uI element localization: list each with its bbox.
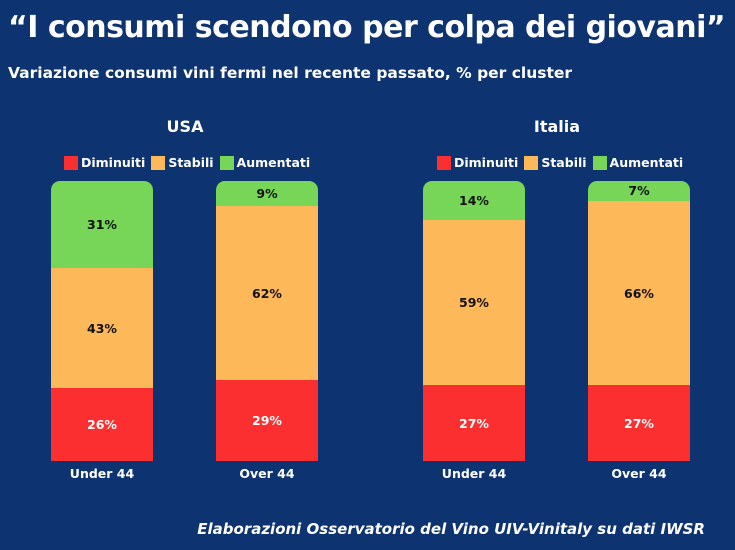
data-label: 9% xyxy=(256,186,278,202)
legend-swatch-stabili xyxy=(524,155,539,170)
chart-title: “I consumi scendono per colpa dei giovan… xyxy=(8,10,726,45)
legend-label: Stabili xyxy=(541,155,587,170)
data-label: 31% xyxy=(87,216,117,232)
data-label: 14% xyxy=(459,193,489,209)
bar-segment-stabili: 66% xyxy=(588,200,690,386)
legend-label: Aumentati xyxy=(236,155,311,170)
legend-item-aumentati: Aumentati xyxy=(592,155,684,170)
data-label: 43% xyxy=(87,320,117,336)
legend-item-stabili: Stabili xyxy=(151,155,214,170)
bar-segment-diminuiti: 29% xyxy=(216,379,318,461)
x-tick-label: Under 44 xyxy=(69,466,135,481)
bar-segment-aumentati: 7% xyxy=(588,181,690,201)
legend-swatch-aumentati xyxy=(592,155,607,170)
bar-segment-aumentati: 14% xyxy=(423,181,525,221)
panel-title-italia: Italia xyxy=(533,117,581,136)
legend-label: Stabili xyxy=(168,155,214,170)
legend-label: Aumentati xyxy=(609,155,684,170)
data-label: 27% xyxy=(459,415,489,431)
chart-subtitle: Variazione consumi vini fermi nel recent… xyxy=(8,64,573,82)
legend-swatch-diminuiti xyxy=(437,155,451,170)
bar-segment-diminuiti: 27% xyxy=(423,385,525,461)
data-label: 66% xyxy=(624,285,654,301)
legend-label: Diminuiti xyxy=(454,155,519,170)
bar-usa-over-44: 29% 62% 9% xyxy=(216,181,318,461)
legend-item-diminuiti: Diminuiti xyxy=(64,155,145,170)
data-label: 26% xyxy=(87,417,117,433)
legend-item-diminuiti: Diminuiti xyxy=(437,155,518,170)
legend-italia: Diminuiti Stabili Aumentati xyxy=(437,155,689,170)
data-label: 29% xyxy=(252,412,282,428)
bar-italia-under-44: 27% 59% 14% xyxy=(423,181,525,461)
legend-usa: Diminuiti Stabili Aumentati xyxy=(64,155,316,170)
legend-swatch-diminuiti xyxy=(64,155,78,170)
legend-item-stabili: Stabili xyxy=(524,155,587,170)
bar-segment-diminuiti: 26% xyxy=(51,388,153,461)
bar-segment-stabili: 59% xyxy=(423,220,525,386)
data-label: 62% xyxy=(252,285,282,301)
x-tick-label: Under 44 xyxy=(441,466,507,481)
data-label: 59% xyxy=(459,295,489,311)
x-tick-label: Over 44 xyxy=(611,466,667,481)
legend-swatch-aumentati xyxy=(219,155,234,170)
legend-item-aumentati: Aumentati xyxy=(219,155,311,170)
source-note: Elaborazioni Osservatorio del Vino UIV-V… xyxy=(197,520,705,538)
bar-segment-aumentati: 9% xyxy=(216,181,318,207)
bar-segment-stabili: 43% xyxy=(51,267,153,389)
bar-italia-over-44: 27% 66% 7% xyxy=(588,181,690,461)
panel-title-usa: USA xyxy=(166,117,204,136)
bar-segment-stabili: 62% xyxy=(216,206,318,380)
bar-usa-under-44: 26% 43% 31% xyxy=(51,181,153,461)
x-tick-label: Over 44 xyxy=(239,466,295,481)
data-label: 7% xyxy=(628,183,650,199)
data-label: 27% xyxy=(624,415,654,431)
bar-segment-aumentati: 31% xyxy=(51,181,153,268)
bar-segment-diminuiti: 27% xyxy=(588,385,690,461)
legend-swatch-stabili xyxy=(151,155,166,170)
legend-label: Diminuiti xyxy=(81,155,146,170)
